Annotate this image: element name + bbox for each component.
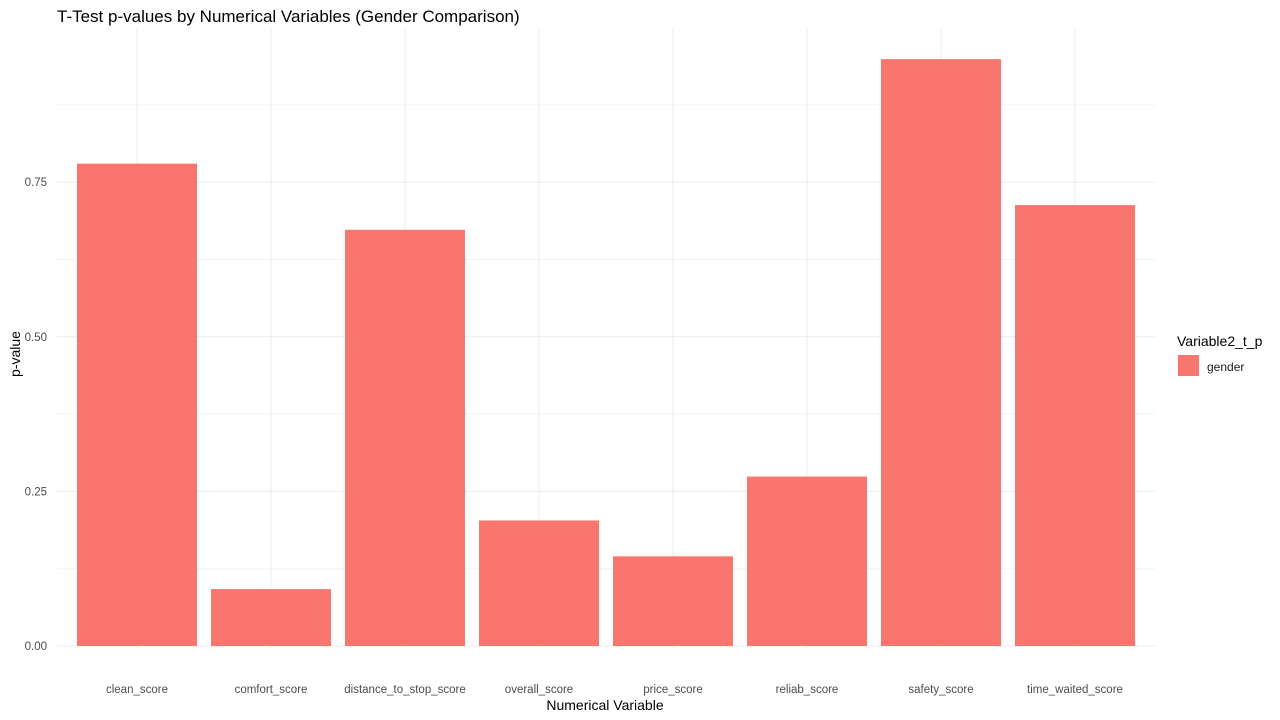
- legend: Variable2_t_p gender: [1177, 333, 1263, 376]
- bars: [77, 59, 1135, 646]
- y-tick-label: 0.50: [25, 332, 47, 344]
- legend-label: gender: [1207, 360, 1244, 374]
- y-axis-title: p-value: [7, 331, 23, 377]
- x-tick-label: distance_to_stop_score: [344, 684, 465, 696]
- x-tick-label: price_score: [643, 684, 702, 696]
- chart-title: T-Test p-values by Numerical Variables (…: [57, 7, 520, 26]
- bar-reliab_score: [747, 476, 867, 646]
- y-axis-ticks: 0.00 0.25 0.50 0.75: [25, 177, 47, 653]
- bar-safety_score: [881, 59, 1001, 646]
- legend-title: Variable2_t_p: [1177, 333, 1263, 349]
- y-tick-label: 0.25: [25, 486, 47, 498]
- bar-overall_score: [479, 520, 599, 646]
- y-tick-label: 0.75: [25, 177, 47, 189]
- x-tick-label: safety_score: [908, 684, 973, 696]
- x-axis-title: Numerical Variable: [546, 697, 663, 713]
- x-tick-label: overall_score: [505, 684, 573, 696]
- x-tick-label: clean_score: [106, 684, 168, 696]
- bar-time_waited_score: [1015, 205, 1135, 646]
- y-tick-label: 0.00: [25, 641, 47, 653]
- x-tick-label: time_waited_score: [1027, 684, 1123, 696]
- x-tick-label: comfort_score: [235, 684, 308, 696]
- bar-clean_score: [77, 163, 197, 646]
- bar-distance_to_stop_score: [345, 229, 465, 646]
- bar-price_score: [613, 556, 733, 646]
- bar-comfort_score: [211, 589, 331, 646]
- legend-key: [1178, 355, 1199, 376]
- x-tick-label: reliab_score: [776, 684, 839, 696]
- x-axis-ticks: clean_score comfort_score distance_to_stop…: [106, 684, 1123, 696]
